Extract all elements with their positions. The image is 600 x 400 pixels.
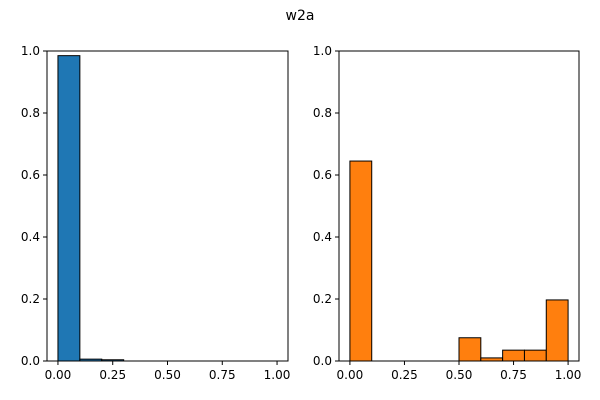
left-ytick-label-3: 0.6 — [21, 168, 40, 182]
left-bar-0 — [57, 55, 81, 362]
left-ytick-label-0: 0.0 — [21, 354, 40, 368]
right-bar-0 — [349, 160, 373, 362]
right-xtick-label-0: 0.00 — [337, 368, 364, 382]
right-bar-8 — [523, 349, 547, 362]
left-ytick-label-2: 0.4 — [21, 230, 40, 244]
right-histogram-axes: 0.00 0.25 0.50 0.75 1.00 0.0 0.2 0.4 0.6 0.8 1.0 — [313, 44, 582, 382]
left-xtick-label-4: 1.00 — [264, 368, 291, 382]
right-ytick-label-1: 0.2 — [313, 292, 332, 306]
right-xtick-label-3: 0.75 — [500, 368, 527, 382]
left-histogram-axes: 0.00 0.25 0.50 0.75 1.00 0.0 0.2 0.4 0.6 0.8 1.0 — [21, 44, 290, 382]
right-ytick-label-5: 1.0 — [313, 44, 332, 58]
right-axes-frame — [338, 50, 580, 362]
left-xtick-label-1: 0.25 — [99, 368, 126, 382]
right-ytick-label-4: 0.8 — [313, 106, 332, 120]
left-xtick-label-3: 0.75 — [209, 368, 236, 382]
left-ytick-label-5: 1.0 — [21, 44, 40, 58]
figure-title: w2a — [286, 8, 315, 24]
right-ytick-label-0: 0.0 — [313, 354, 332, 368]
right-bar-5 — [458, 337, 482, 362]
right-ytick-label-3: 0.6 — [313, 168, 332, 182]
right-xtick-label-1: 0.25 — [391, 368, 418, 382]
right-xtick-label-4: 1.00 — [555, 368, 582, 382]
right-bar-9 — [545, 299, 569, 362]
left-xtick-label-0: 0.00 — [45, 368, 72, 382]
right-ytick-label-2: 0.4 — [313, 230, 332, 244]
left-ytick-label-4: 0.8 — [21, 106, 40, 120]
right-xtick-label-2: 0.50 — [446, 368, 473, 382]
left-xtick-label-2: 0.50 — [154, 368, 181, 382]
right-bar-7 — [502, 349, 525, 362]
left-ytick-label-1: 0.2 — [21, 292, 40, 306]
left-axes-frame — [46, 50, 289, 362]
